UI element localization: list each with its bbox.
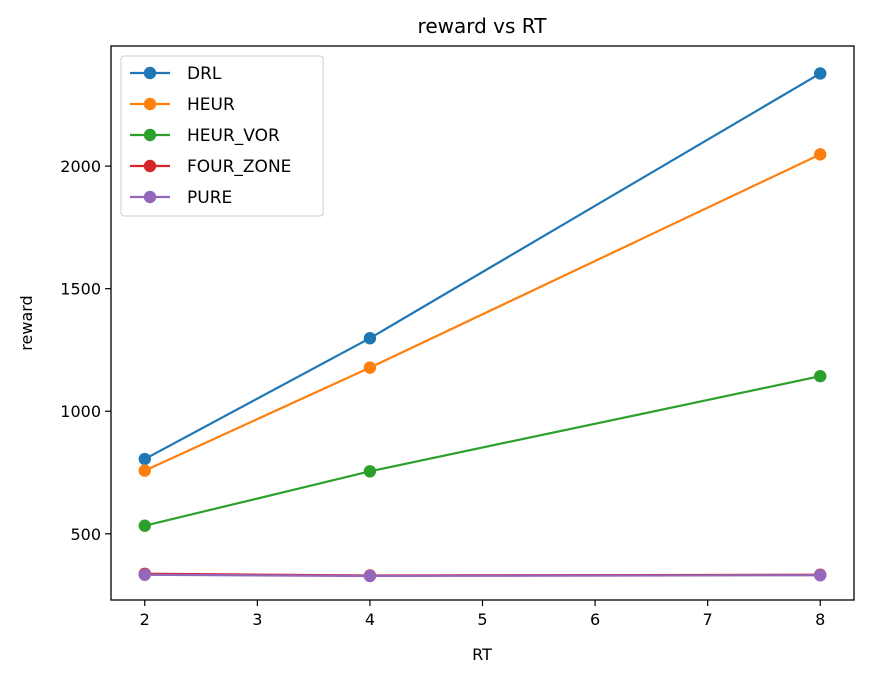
y-tick-label: 1000 <box>60 402 101 421</box>
x-tick-label: 3 <box>252 610 262 629</box>
x-tick-label: 2 <box>140 610 150 629</box>
legend-label: HEUR_VOR <box>187 126 280 146</box>
series-drl <box>138 67 827 466</box>
data-point <box>814 67 827 80</box>
legend-item: FOUR_ZONE <box>130 157 291 177</box>
legend-marker <box>143 66 157 80</box>
data-point <box>363 331 377 345</box>
legend-item: HEUR_VOR <box>130 126 280 146</box>
series-line <box>144 375 821 527</box>
legend-item: PURE <box>130 188 232 208</box>
series-line <box>144 573 821 578</box>
legend-marker <box>143 190 157 204</box>
legend-label: FOUR_ZONE <box>187 157 291 177</box>
legend-item: DRL <box>130 64 222 84</box>
x-tick-label: 8 <box>815 610 825 629</box>
legend-marker <box>143 97 157 111</box>
data-point <box>138 452 151 466</box>
data-point <box>814 369 827 383</box>
data-point <box>138 464 151 477</box>
data-point <box>814 569 827 582</box>
series-heur <box>138 148 827 477</box>
y-axis: 500 1000 1500 2000 <box>60 157 111 544</box>
y-axis-label: reward <box>17 295 36 350</box>
data-point <box>814 148 827 161</box>
data-point <box>138 519 151 532</box>
legend-box <box>120 55 324 217</box>
y-tick-label: 1500 <box>60 280 101 299</box>
x-tick-label: 5 <box>477 610 487 629</box>
x-tick-label: 7 <box>703 610 713 629</box>
legend-label: DRL <box>187 64 222 84</box>
series-pure <box>138 568 827 583</box>
legend-label: HEUR <box>187 95 235 115</box>
x-tick-label: 4 <box>365 610 375 629</box>
legend-marker <box>143 128 157 142</box>
y-tick-label: 500 <box>70 525 101 544</box>
x-axis: 2 3 4 5 6 7 8 <box>140 600 825 629</box>
chart-title: reward vs RT <box>418 14 548 38</box>
x-tick-label: 6 <box>590 610 600 629</box>
data-point <box>363 361 377 374</box>
y-tick-label: 2000 <box>60 157 101 176</box>
data-point <box>363 569 377 583</box>
series-heur-vor <box>138 369 827 532</box>
x-axis-label: RT <box>472 645 492 664</box>
legend-marker <box>143 159 157 173</box>
legend: DRL HEUR HEUR_VOR FOUR_ZONE PURE <box>120 55 324 217</box>
legend-label: PURE <box>187 188 232 208</box>
data-point <box>363 465 377 478</box>
legend-item: HEUR <box>130 95 235 115</box>
plot-area <box>138 67 827 583</box>
data-point <box>138 568 151 581</box>
